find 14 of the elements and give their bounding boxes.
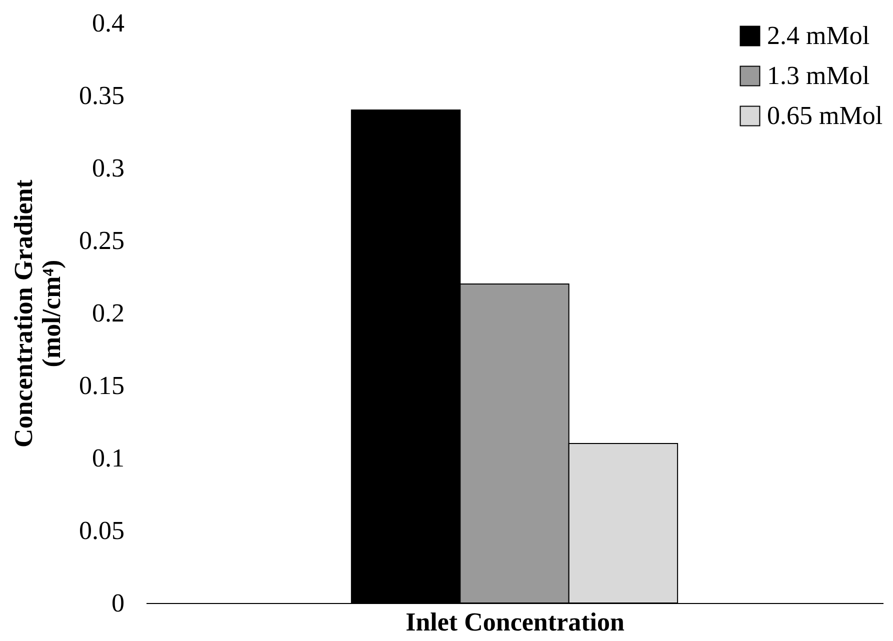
y-axis-title: Concentration Gradient (mol/cm⁴) xyxy=(9,179,66,448)
y-tick-label: 0.2 xyxy=(92,298,124,328)
y-tick-label: 0.25 xyxy=(79,226,124,255)
y-tick-label: 0.3 xyxy=(92,154,124,182)
legend-label: 2.4 mMol xyxy=(767,21,870,50)
y-tick-label: 0.1 xyxy=(92,444,124,472)
y-tick-label: 0.4 xyxy=(92,8,124,38)
y-tick-label: 0.05 xyxy=(79,516,124,545)
legend-label: 0.65 mMol xyxy=(767,101,883,130)
y-tick-label: 0.35 xyxy=(79,81,124,110)
x-axis-title: Inlet Concentration xyxy=(406,608,625,636)
legend-label: 1.3 mMol xyxy=(767,61,870,90)
y-tick-label: 0.15 xyxy=(79,371,124,400)
y-tick-label: 0 xyxy=(112,588,124,618)
